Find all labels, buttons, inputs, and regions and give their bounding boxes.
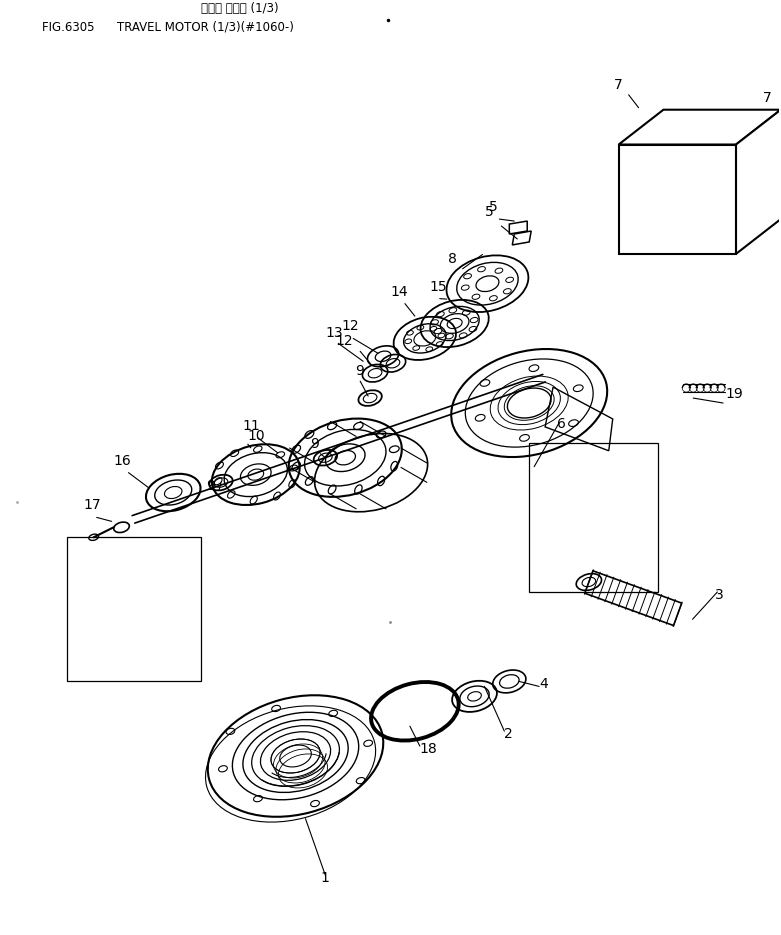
Text: 7: 7 bbox=[614, 78, 622, 92]
Text: 16: 16 bbox=[113, 453, 131, 468]
Polygon shape bbox=[619, 145, 736, 254]
Text: 5: 5 bbox=[484, 205, 494, 219]
Text: 12: 12 bbox=[335, 335, 353, 349]
Text: 4: 4 bbox=[539, 677, 548, 691]
Text: 6: 6 bbox=[557, 417, 566, 431]
Text: 15: 15 bbox=[430, 280, 448, 294]
Text: 17: 17 bbox=[84, 498, 102, 512]
Text: 19: 19 bbox=[725, 387, 743, 401]
Text: 11: 11 bbox=[243, 419, 261, 433]
Text: 7: 7 bbox=[763, 91, 772, 105]
Text: FIG.6305      TRAVEL MOTOR (1/3)(#1060-): FIG.6305 TRAVEL MOTOR (1/3)(#1060-) bbox=[42, 21, 294, 33]
Polygon shape bbox=[619, 109, 781, 145]
Text: 9: 9 bbox=[206, 479, 215, 493]
Text: 8: 8 bbox=[448, 252, 457, 266]
Text: 14: 14 bbox=[390, 284, 408, 298]
Text: 10: 10 bbox=[248, 429, 266, 443]
Text: ソコウ モータ (1/3): ソコウ モータ (1/3) bbox=[201, 2, 279, 15]
Text: 18: 18 bbox=[420, 742, 437, 756]
Text: 1: 1 bbox=[320, 871, 330, 885]
Text: 9: 9 bbox=[311, 437, 319, 451]
Text: 9: 9 bbox=[355, 364, 364, 378]
Text: 5: 5 bbox=[490, 200, 498, 214]
Text: 3: 3 bbox=[715, 588, 724, 602]
Text: 13: 13 bbox=[326, 326, 343, 340]
Text: 2: 2 bbox=[505, 727, 513, 741]
Polygon shape bbox=[736, 109, 781, 254]
Text: 12: 12 bbox=[341, 320, 359, 334]
